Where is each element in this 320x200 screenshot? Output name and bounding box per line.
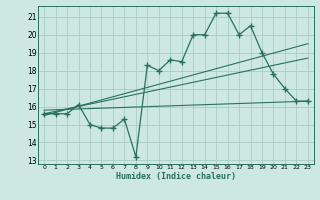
X-axis label: Humidex (Indice chaleur): Humidex (Indice chaleur) (116, 172, 236, 181)
